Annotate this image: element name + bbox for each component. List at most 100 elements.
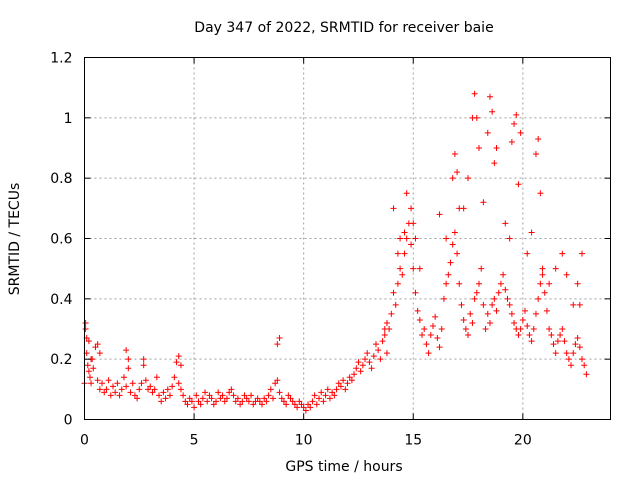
data-point — [502, 220, 509, 227]
data-point — [414, 307, 421, 314]
grid — [84, 57, 611, 420]
data-point — [491, 160, 498, 167]
y-tick-label: 1 — [64, 111, 73, 127]
data-point — [193, 392, 200, 399]
data-point — [333, 386, 340, 393]
data-point — [408, 241, 415, 248]
chart-title: Day 347 of 2022, SRMTID for receiver bai… — [194, 20, 493, 36]
data-point — [476, 145, 482, 151]
data-point — [219, 392, 226, 399]
data-point — [519, 316, 526, 323]
data-point — [285, 392, 292, 399]
data-point — [248, 392, 255, 399]
data-point — [324, 386, 331, 393]
data-point — [576, 301, 583, 308]
data-point — [86, 374, 93, 381]
data-point — [346, 374, 353, 381]
x-tick-label: 15 — [404, 433, 422, 449]
data-point — [401, 250, 408, 257]
data-point — [256, 398, 263, 405]
data-point — [289, 398, 296, 405]
data-point — [204, 398, 211, 405]
data-point — [335, 380, 342, 387]
data-point — [88, 380, 95, 387]
data-point — [565, 356, 572, 363]
data-point — [541, 289, 548, 296]
data-point — [535, 135, 542, 142]
data-point — [140, 356, 147, 363]
data-point — [265, 392, 272, 399]
data-point — [478, 265, 485, 272]
data-point — [99, 380, 106, 387]
data-point — [272, 380, 279, 387]
data-point — [307, 404, 314, 411]
data-point — [561, 338, 568, 345]
data-point — [502, 286, 509, 293]
data-point — [234, 395, 241, 402]
data-point — [138, 380, 145, 387]
data-point — [517, 129, 524, 136]
data-point — [344, 380, 351, 387]
data-point — [82, 326, 89, 332]
data-point — [480, 301, 487, 308]
data-point — [381, 332, 388, 339]
data-point — [473, 289, 480, 296]
data-point — [532, 151, 539, 158]
data-point — [112, 389, 119, 396]
data-point — [421, 326, 428, 332]
data-point — [546, 326, 553, 332]
data-point — [197, 401, 204, 408]
data-point — [82, 319, 89, 326]
data-point — [331, 392, 338, 399]
data-point — [259, 401, 266, 408]
data-point — [390, 289, 397, 296]
data-point — [366, 359, 373, 366]
data-point — [118, 386, 125, 393]
data-point — [574, 280, 581, 287]
data-point — [129, 380, 136, 387]
data-point — [537, 280, 544, 287]
data-point — [511, 319, 518, 326]
data-point — [357, 368, 364, 375]
data-point — [508, 310, 515, 317]
data-point — [267, 386, 274, 393]
data-point — [230, 392, 237, 399]
data-point — [316, 395, 323, 402]
data-point — [151, 386, 158, 393]
data-point — [313, 401, 320, 408]
data-point — [340, 377, 347, 384]
data-point — [449, 175, 456, 182]
data-point — [537, 190, 544, 197]
y-tick-label: 0.4 — [50, 292, 72, 308]
data-point — [493, 307, 500, 314]
data-point — [377, 356, 384, 363]
data-point — [184, 401, 191, 408]
data-point — [532, 310, 539, 317]
data-point — [397, 235, 404, 242]
data-point — [390, 205, 397, 212]
data-point — [454, 250, 461, 257]
data-point — [460, 316, 467, 323]
data-point — [353, 365, 360, 372]
data-point — [287, 395, 294, 402]
y-tick-label: 0 — [64, 413, 73, 429]
data-point — [274, 341, 281, 348]
data-point — [559, 250, 566, 257]
data-point — [300, 404, 307, 411]
data-point — [394, 250, 401, 257]
data-point — [412, 289, 419, 296]
data-point — [471, 90, 478, 97]
data-point — [175, 353, 182, 360]
data-point — [120, 374, 127, 381]
data-point — [443, 235, 450, 242]
data-point — [489, 108, 496, 115]
data-point — [548, 332, 555, 339]
data-point — [221, 398, 228, 405]
data-point — [199, 395, 206, 402]
data-point — [215, 389, 222, 396]
data-point — [476, 280, 482, 287]
data-point — [403, 190, 410, 197]
data-point — [263, 398, 270, 405]
data-point — [156, 392, 163, 399]
data-point — [362, 356, 369, 363]
